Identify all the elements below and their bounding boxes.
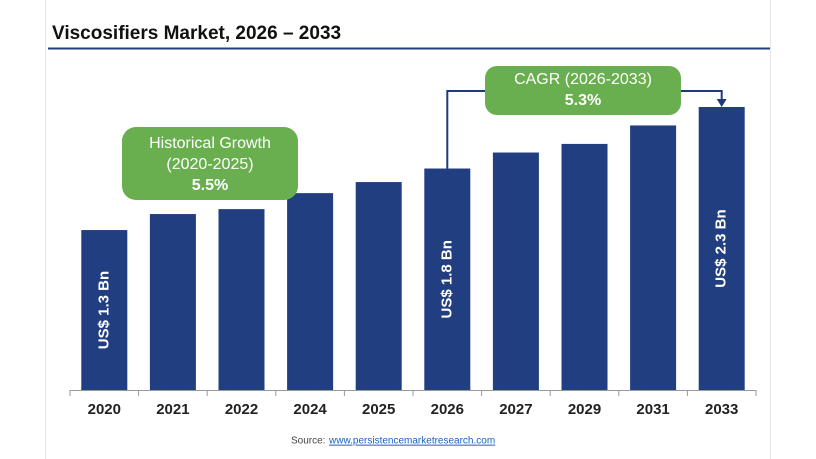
x-tick-label: 2031 <box>636 401 669 418</box>
arrow-head <box>716 99 727 107</box>
x-tick-label: 2026 <box>431 401 464 418</box>
annotation-text: 5.5% <box>192 177 228 194</box>
value-label: US$ 2.3 Bn <box>713 209 730 287</box>
value-label: US$ 1.3 Bn <box>95 271 112 349</box>
chart-title: Viscosifiers Market, 2026 – 2033 <box>52 23 341 44</box>
bar <box>218 209 265 390</box>
bar <box>149 214 196 390</box>
connector <box>681 90 723 101</box>
annotation-box <box>485 66 681 115</box>
x-tick-label: 2025 <box>362 401 395 418</box>
value-label: US$ 1.8 Bn <box>438 240 455 318</box>
annotation-box <box>122 127 298 200</box>
annotation-text: 5.3% <box>565 92 601 109</box>
x-tick-label: 2022 <box>225 401 258 418</box>
connector <box>446 90 485 169</box>
bar <box>492 152 539 390</box>
bar <box>355 182 402 390</box>
bar <box>81 230 128 390</box>
bar <box>561 143 608 390</box>
annotation-text: CAGR (2026-2033) <box>514 71 652 88</box>
source-label: Source: <box>291 436 325 447</box>
x-tick-label: 2027 <box>499 401 532 418</box>
annotation-text: (2020-2025) <box>166 156 253 173</box>
x-tick-label: 2029 <box>568 401 601 418</box>
bar <box>424 168 471 390</box>
x-tick-label: 2033 <box>705 401 738 418</box>
x-tick-label: 2021 <box>156 401 189 418</box>
x-tick-label: 2024 <box>293 401 327 418</box>
source-link[interactable]: www.persistencemarketresearch.com <box>328 436 495 447</box>
annotation-text: Historical Growth <box>149 135 271 152</box>
x-tick-label: 2020 <box>88 401 121 418</box>
bar <box>630 125 677 391</box>
bar <box>287 193 334 390</box>
bar <box>698 107 745 390</box>
